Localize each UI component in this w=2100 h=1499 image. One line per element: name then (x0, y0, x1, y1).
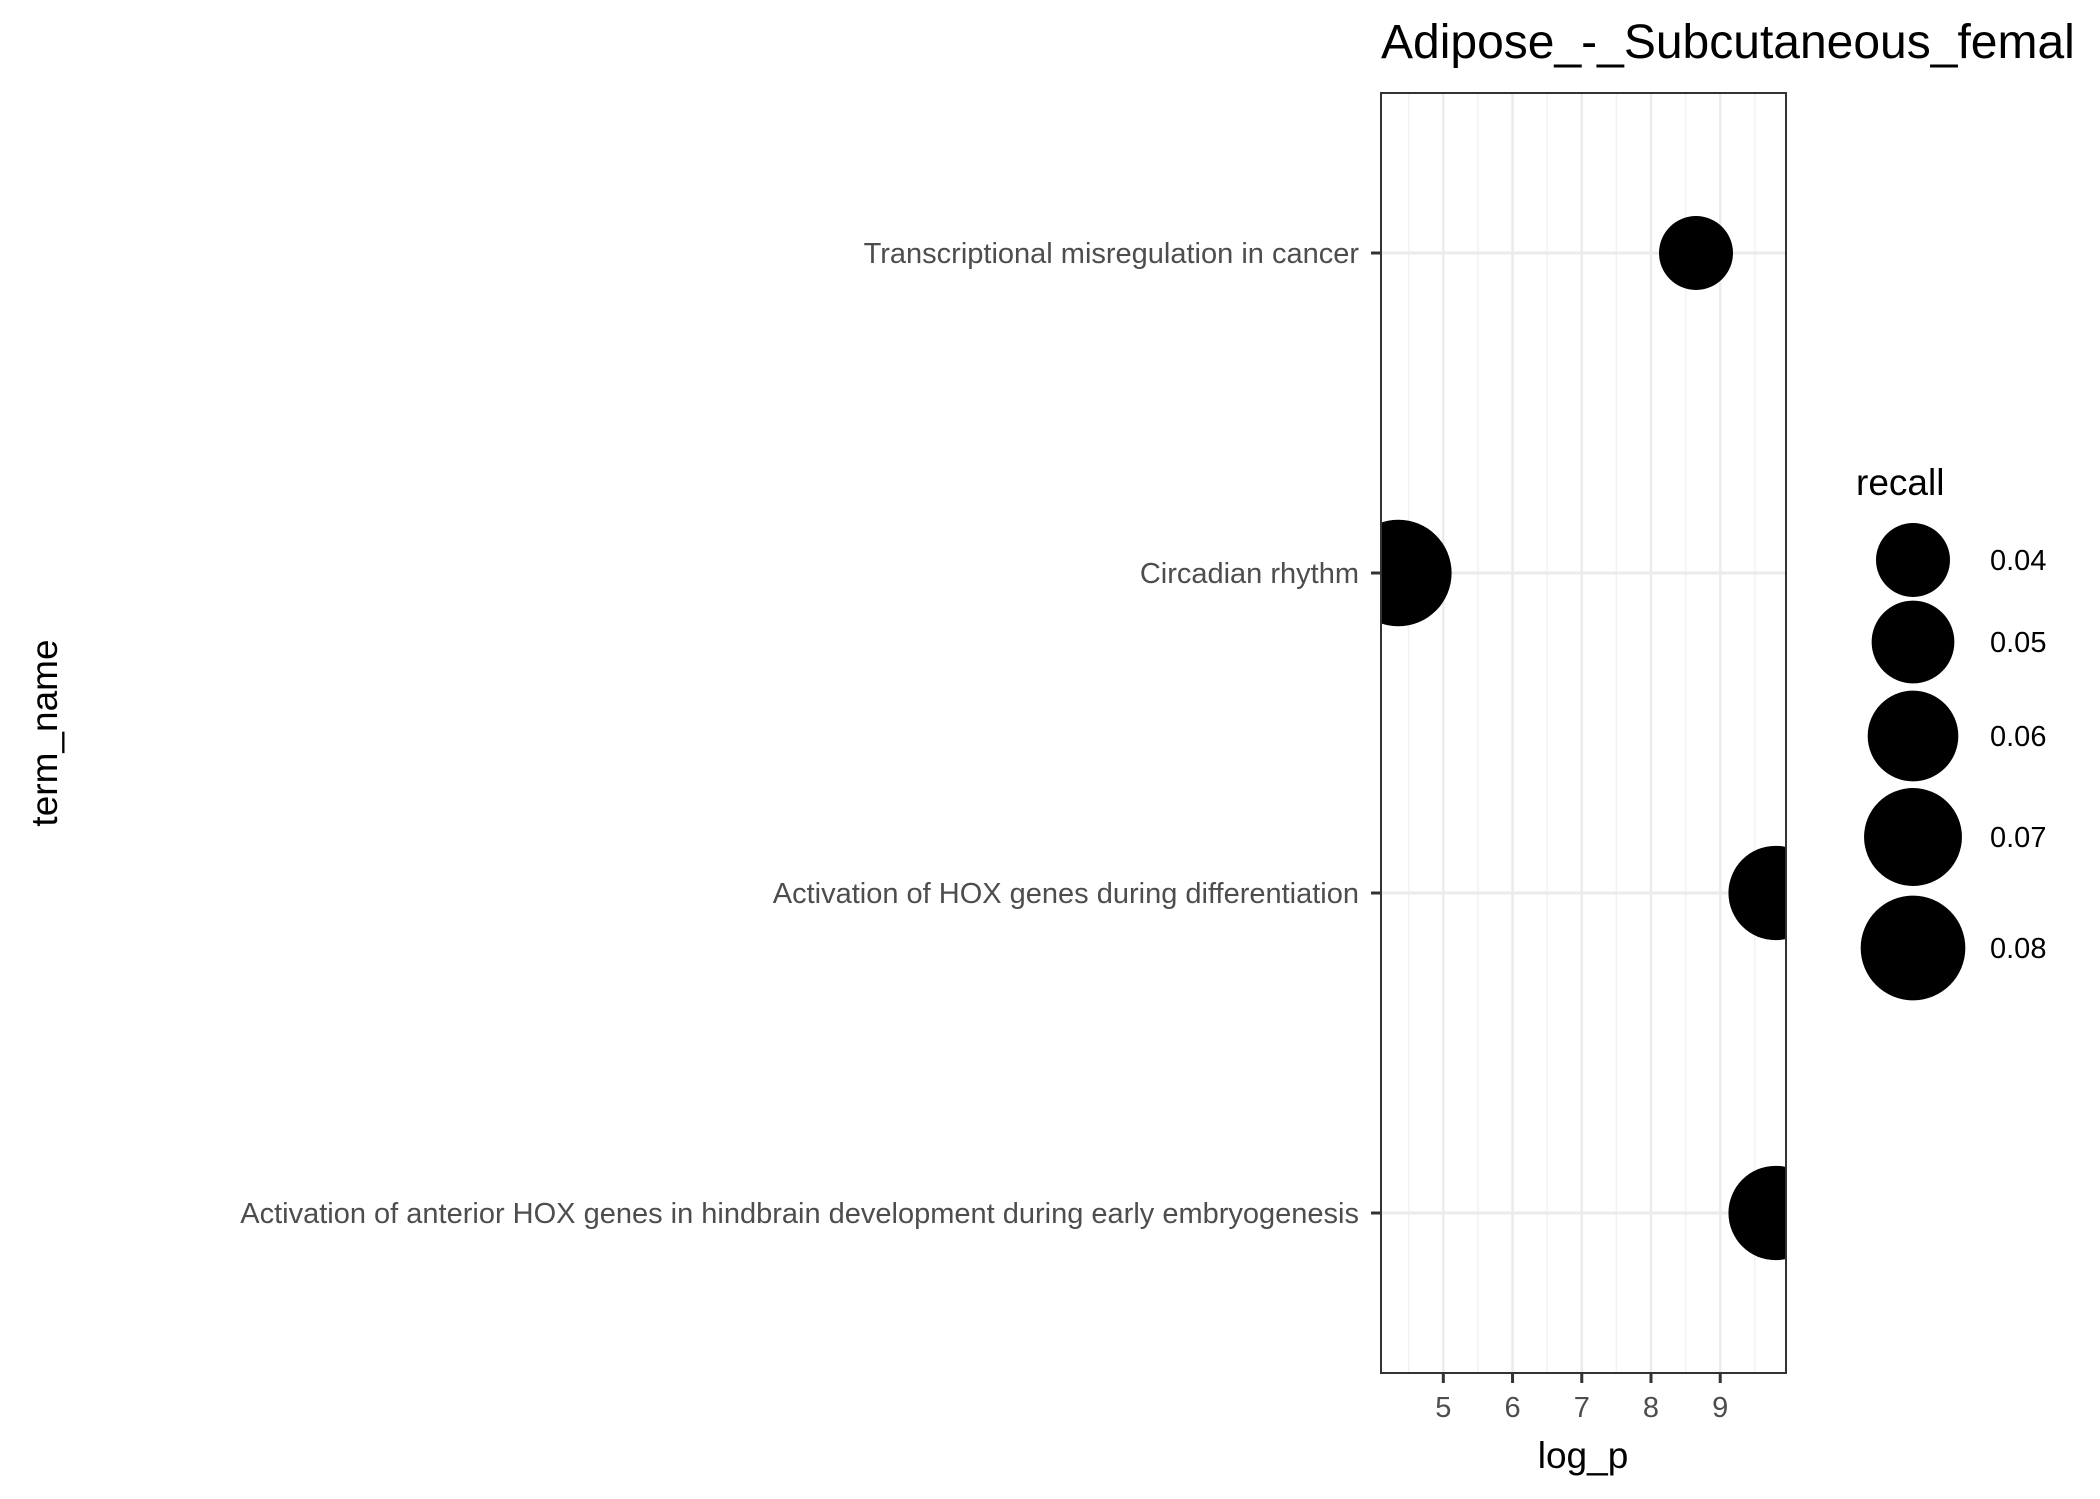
x-tick-label: 7 (1574, 1392, 1590, 1424)
legend-key-circle (1860, 895, 1966, 1001)
x-tick-label: 8 (1643, 1392, 1659, 1424)
legend-key-label: 0.08 (1990, 933, 2046, 965)
chart-title: Adipose_-_Subcutaneous_femal (1381, 16, 2075, 69)
data-points (1381, 216, 1786, 1261)
data-point (1381, 519, 1452, 627)
plot-background (1381, 93, 1786, 1373)
legend-title: recall (1856, 462, 1944, 503)
legend-key-circle (1867, 690, 1959, 782)
data-point (1659, 216, 1733, 290)
y-axis-title: term_name (24, 639, 65, 826)
plot-panel (1380, 92, 1787, 1374)
grid (1381, 93, 1786, 1373)
legend-key-label: 0.06 (1990, 721, 2046, 753)
legend-key-circle (1876, 523, 1950, 597)
y-axis: Transcriptional misregulation in cancer C… (240, 238, 1381, 1230)
data-point (1728, 845, 1786, 941)
x-tick-label: 5 (1435, 1392, 1451, 1424)
y-tick-label: Activation of HOX genes during different… (773, 878, 1359, 910)
data-point (1728, 1165, 1786, 1261)
legend-key-label: 0.04 (1990, 545, 2046, 577)
y-tick-label: Circadian rhythm (1140, 558, 1359, 590)
legend-keys: 0.04 0.05 0.06 0.07 0.08 (1860, 523, 2046, 1001)
x-axis-title: log_p (1538, 1435, 1629, 1476)
x-tick-label: 6 (1504, 1392, 1520, 1424)
legend-key-circle (1864, 788, 1962, 886)
legend-key-label: 0.05 (1990, 627, 2046, 659)
y-tick-label: Transcriptional misregulation in cancer (864, 238, 1360, 270)
x-axis: 5 6 7 8 9 (1435, 1373, 1728, 1424)
x-tick-label: 9 (1712, 1392, 1728, 1424)
legend-key-label: 0.07 (1990, 822, 2046, 854)
plot-border (1380, 92, 1787, 1374)
legend: recall 0.04 0.05 0.06 0.07 0.08 (1856, 462, 2046, 1001)
legend-key-circle (1871, 600, 1955, 684)
y-tick-label: Activation of anterior HOX genes in hind… (240, 1198, 1359, 1230)
